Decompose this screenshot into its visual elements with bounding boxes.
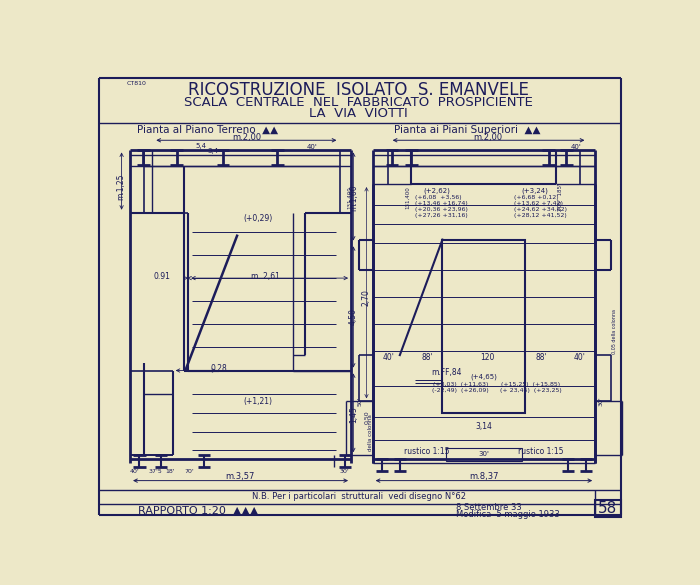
Text: RICOSTRUZIONE  ISOLATO  S. EMANVELE: RICOSTRUZIONE ISOLATO S. EMANVELE [188,81,529,99]
Text: (+27,26 +31,16): (+27,26 +31,16) [415,213,468,218]
Text: (+8,03)  (+11,63): (+8,03) (+11,63) [433,382,489,387]
Text: 3,14: 3,14 [475,422,492,431]
Text: m.1,25: m.1,25 [116,174,125,201]
Text: (+ 23,45)  (+23,25): (+ 23,45) (+23,25) [500,388,561,393]
Text: N.B. Per i particolari  strutturali  vedi disegno N°62: N.B. Per i particolari strutturali vedi … [252,493,466,501]
Text: Pianta al Piano Terreno  ▲▲: Pianta al Piano Terreno ▲▲ [137,125,278,135]
Text: CT810: CT810 [126,81,146,86]
Text: RAPPORTO 1:20  ▲▲▲: RAPPORTO 1:20 ▲▲▲ [138,505,258,515]
Text: (+2,62): (+2,62) [423,188,450,194]
Text: 88': 88' [535,353,547,362]
Text: 131,400: 131,400 [347,186,352,209]
Text: (+4,65): (+4,65) [470,373,497,380]
Text: (+15,25)  (+15,85): (+15,25) (+15,85) [501,382,560,387]
Text: Pianta ai Piani Superiori  ▲▲: Pianta ai Piani Superiori ▲▲ [394,125,540,135]
Text: 2,70: 2,70 [362,289,371,306]
Text: 4,50: 4,50 [349,308,358,325]
Text: m.FF,84: m.FF,84 [430,367,461,377]
Text: (-22,49)  (+26,09): (-22,49) (+26,09) [433,388,489,393]
Text: 30': 30' [340,469,350,474]
Text: (+1,21): (+1,21) [244,397,272,406]
Text: SCALA  CENTRALE  NEL  FABBRICATO  PROSPICIENTE: SCALA CENTRALE NEL FABBRICATO PROSPICIEN… [184,96,533,109]
Text: (+3,24): (+3,24) [522,188,548,194]
Text: 205'  185': 205' 185' [558,184,563,211]
Text: 40': 40' [382,353,394,362]
Text: (+6,08  +3,56): (+6,08 +3,56) [415,195,462,199]
Text: 70': 70' [184,469,194,474]
Text: (+28,12 +41,52): (+28,12 +41,52) [514,213,566,218]
Text: 50': 50' [358,397,363,406]
Bar [447,448,522,462]
Text: m.3,57: m.3,57 [225,472,255,481]
Text: 58: 58 [598,501,617,516]
Text: m.2,00: m.2,00 [474,133,503,142]
Text: 5,4: 5,4 [196,143,207,149]
Text: m.8,37: m.8,37 [469,472,498,481]
Text: (+20,36 +23,96): (+20,36 +23,96) [415,207,468,212]
Text: (+24,62 +34,62): (+24,62 +34,62) [514,207,567,212]
Text: della colonna: della colonna [368,414,373,450]
Text: 40': 40' [307,144,318,150]
Bar [442,240,526,413]
Text: Modifica  5 maggio 1933: Modifica 5 maggio 1933 [456,510,559,519]
Text: (+6,68 +0,12): (+6,68 +0,12) [514,195,559,199]
Text: 3,4: 3,4 [207,148,218,154]
Text: 8 Settembre 33: 8 Settembre 33 [456,503,522,512]
Text: 30': 30' [598,397,604,406]
Text: 0,50: 0,50 [365,410,370,424]
Text: rustico 1:15: rustico 1:15 [518,447,564,456]
Text: LA  VIA  VIOTTI: LA VIA VIOTTI [309,107,408,120]
Text: m. 2,61: m. 2,61 [251,272,280,281]
Text: 30': 30' [479,452,489,457]
Text: 88': 88' [421,353,433,362]
Text: 37'5: 37'5 [148,469,162,474]
Text: m.2,00: m.2,00 [232,133,261,142]
Text: 40': 40' [130,469,140,474]
Text: (+13,46 +16,74): (+13,46 +16,74) [415,201,468,206]
Text: 0.91: 0.91 [153,272,170,281]
Text: rustico 1:15: rustico 1:15 [404,447,449,456]
Text: 18': 18' [166,469,175,474]
Bar [595,500,621,517]
Text: 40': 40' [574,353,586,362]
Text: m.1,60: m.1,60 [349,184,358,211]
Text: 0.28: 0.28 [211,364,228,373]
Text: 120: 120 [480,353,495,362]
Text: 1,45: 1,45 [349,406,358,423]
Text: (+0,29): (+0,29) [244,214,272,222]
Text: 0,05 della colonna: 0,05 della colonna [612,309,617,355]
Text: 131,400: 131,400 [405,186,410,209]
Text: (+13,62 +7,42): (+13,62 +7,42) [514,201,563,206]
Text: 40': 40' [570,144,581,150]
